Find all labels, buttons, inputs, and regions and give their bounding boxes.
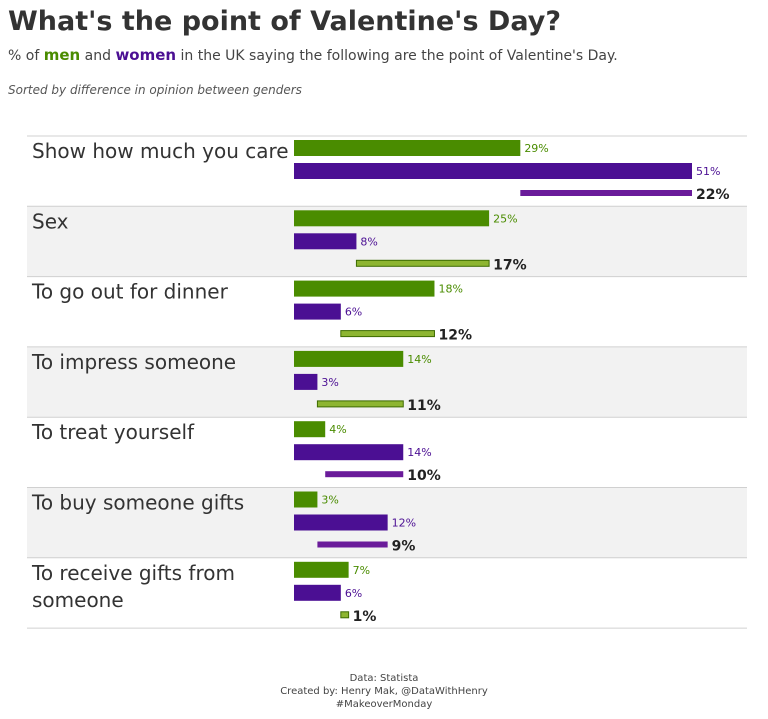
difference-value-label: 11%	[407, 398, 441, 414]
women-bar	[294, 514, 388, 531]
men-bar	[294, 210, 490, 227]
men-value-label: 29%	[524, 142, 548, 155]
category-label: Show how much you care	[32, 139, 289, 163]
category-label-line: To treat yourself	[31, 420, 195, 444]
men-bar	[294, 280, 435, 297]
footer-tag: #MakeoverMonday	[335, 699, 433, 710]
women-bar	[294, 584, 341, 601]
men-value-label: 25%	[493, 212, 517, 225]
men-bar	[294, 421, 326, 438]
women-value-label: 8%	[360, 235, 377, 248]
subtitle-women: women	[115, 46, 177, 64]
chart-title: What's the point of Valentine's Day?	[8, 6, 561, 37]
difference-bar	[325, 471, 404, 478]
category-label: To impress someone	[31, 350, 236, 374]
women-bar	[294, 373, 318, 390]
difference-bar	[317, 541, 388, 548]
category-label: To buy someone gifts	[31, 491, 244, 515]
men-bar	[294, 350, 404, 367]
difference-value-label: 12%	[438, 328, 472, 344]
difference-bar	[355, 259, 490, 267]
difference-value-label: 1%	[353, 609, 377, 625]
category-label-line: To buy someone gifts	[31, 491, 244, 515]
bar-chart: Show how much you care 29% 51% 22% Sex 25% 8% 1…	[27, 135, 747, 629]
footer: Data: Statista Created by: Henry Mak, @D…	[0, 672, 768, 711]
men-bar	[294, 491, 318, 508]
men-bar	[294, 561, 349, 578]
difference-value-label: 22%	[696, 187, 730, 203]
difference-bar	[340, 611, 350, 619]
footer-credit: Created by: Henry Mak, @DataWithHenry	[280, 686, 488, 697]
women-value-label: 3%	[321, 376, 338, 389]
difference-bar	[340, 330, 435, 338]
men-value-label: 14%	[407, 353, 431, 366]
category-label-line: Sex	[32, 209, 69, 233]
subtitle-men: men	[43, 46, 81, 64]
footer-source: Data: Statista	[349, 673, 419, 684]
subtitle-prefix: % of	[8, 48, 44, 64]
category-label: To treat yourself	[31, 420, 195, 444]
women-bar	[294, 233, 357, 250]
difference-value-label: 9%	[392, 539, 416, 555]
category-label-line: Show how much you care	[32, 139, 289, 163]
women-bar	[294, 444, 404, 461]
sort-note: Sorted by difference in opinion between …	[8, 83, 302, 97]
men-bar	[294, 140, 521, 156]
women-bar	[294, 303, 341, 320]
men-value-label: 4%	[329, 423, 346, 436]
women-value-label: 14%	[407, 446, 431, 459]
men-value-label: 18%	[438, 283, 462, 296]
chart-subtitle: % of men and women in the UK saying the …	[8, 46, 618, 64]
men-value-label: 7%	[353, 564, 370, 577]
category-label-line: To go out for dinner	[31, 280, 229, 304]
subtitle-suffix: in the UK saying the following are the p…	[176, 48, 618, 64]
women-value-label: 12%	[392, 517, 416, 530]
women-value-label: 6%	[345, 587, 362, 600]
category-label-line: To impress someone	[31, 350, 236, 374]
difference-value-label: 17%	[493, 257, 527, 273]
subtitle-and: and	[80, 48, 116, 64]
difference-bar	[520, 190, 692, 196]
category-label-line: To receive gifts from	[31, 561, 235, 585]
difference-bar	[316, 400, 404, 408]
category-label: To receive gifts from someone	[31, 561, 235, 612]
men-value-label: 3%	[321, 494, 338, 507]
women-value-label: 6%	[345, 306, 362, 319]
difference-value-label: 10%	[407, 468, 441, 484]
category-label: To go out for dinner	[31, 280, 229, 304]
category-label: Sex	[32, 209, 69, 233]
women-value-label: 51%	[696, 165, 720, 178]
category-label-line: someone	[32, 588, 124, 612]
women-bar	[294, 163, 692, 179]
